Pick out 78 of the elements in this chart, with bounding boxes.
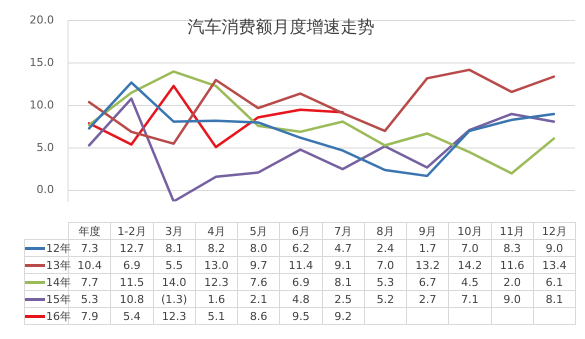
data-label: 5.3 — [364, 274, 406, 290]
data-label: 8.1 — [153, 240, 196, 256]
data-label: 4.8 — [280, 290, 322, 308]
data-label: 7.6 — [238, 274, 280, 290]
data-label: 5.2 — [364, 290, 406, 308]
data-label: 6.2 — [280, 240, 322, 256]
data-label: 13.2 — [406, 256, 449, 274]
data-label: 8.6 — [238, 308, 280, 324]
data-label: 9.2 — [322, 308, 364, 324]
data-label: 5.3 — [80, 292, 98, 306]
data-label: 8.1 — [533, 290, 576, 308]
x-tick-label: 10月 — [448, 222, 491, 240]
data-label: 9.1 — [322, 256, 364, 274]
y-tick-label: 0.0 — [36, 183, 54, 196]
y-tick-label: 20.0 — [30, 13, 54, 26]
data-label: 7.9 — [80, 310, 98, 322]
data-label: 10.4 — [77, 258, 102, 272]
chart-title: 汽车消费额月度增速走势 — [187, 17, 374, 38]
x-tick-label: 年度 — [68, 222, 111, 240]
data-label: 4.5 — [448, 274, 491, 290]
data-label: 2.4 — [364, 240, 406, 256]
x-tick-label: 3月 — [153, 222, 196, 240]
x-tick-label: 8月 — [364, 222, 406, 240]
legend-label: 12年 — [46, 242, 71, 254]
data-label: 7.0 — [364, 256, 406, 274]
data-label: 2.5 — [322, 290, 364, 308]
x-tick-label: 7月 — [322, 222, 364, 240]
x-tick-label: 1-2月 — [110, 222, 153, 240]
data-label: 14.2 — [448, 256, 491, 274]
legend-label: 15年 — [46, 292, 71, 306]
data-label: 12.3 — [195, 274, 238, 290]
data-label: 6.7 — [406, 274, 449, 290]
x-tick-label: 4月 — [195, 222, 238, 240]
data-label: 1.6 — [195, 290, 238, 308]
data-label: 11.6 — [491, 256, 534, 274]
data-label: 6.1 — [533, 274, 576, 290]
data-label: 8.1 — [322, 274, 364, 290]
data-label: 6.9 — [280, 274, 322, 290]
data-label: 1.7 — [406, 240, 449, 256]
data-label: 5.1 — [195, 308, 238, 324]
x-tick-label: 9月 — [406, 222, 449, 240]
data-label: 9.7 — [238, 256, 280, 274]
x-tick-label: 5月 — [238, 222, 280, 240]
x-tick-label: 6月 — [280, 222, 322, 240]
data-label: 9.0 — [533, 240, 576, 256]
data-label: 12.3 — [153, 308, 196, 324]
y-tick-label: 5.0 — [36, 140, 54, 154]
y-tick-label: 10.0 — [30, 98, 54, 112]
data-label: 10.8 — [110, 290, 153, 308]
data-label: 2.0 — [491, 274, 534, 290]
data-label: 5.5 — [153, 256, 196, 274]
data-label: 11.5 — [110, 274, 153, 290]
data-label: 8.0 — [238, 240, 280, 256]
data-label: 14.0 — [153, 274, 196, 290]
legend-label: 14年 — [46, 276, 71, 288]
data-label: 7.7 — [80, 276, 98, 288]
data-label: (1.3) — [153, 290, 196, 308]
data-label: 13.4 — [533, 256, 576, 274]
data-label: 7.0 — [448, 240, 491, 256]
legend-label: 16年 — [46, 310, 71, 322]
data-label: 2.7 — [406, 290, 449, 308]
data-label: 8.3 — [491, 240, 534, 256]
y-tick-label: 15.0 — [30, 56, 54, 69]
data-label: 9.5 — [280, 308, 322, 324]
x-tick-label: 11月 — [491, 222, 534, 240]
legend-label: 13年 — [46, 258, 71, 272]
data-label: 2.1 — [238, 290, 280, 308]
data-label: 7.1 — [448, 290, 491, 308]
x-tick-label: 12月 — [533, 222, 576, 240]
data-label: 4.7 — [322, 240, 364, 256]
data-label: 12.7 — [110, 240, 153, 256]
data-label: 7.3 — [80, 242, 98, 254]
data-label: 9.0 — [491, 290, 534, 308]
data-label: 8.2 — [195, 240, 238, 256]
data-label: 11.4 — [280, 256, 322, 274]
data-label: 5.4 — [110, 308, 153, 324]
data-label: 6.9 — [110, 256, 153, 274]
data-label: 13.0 — [195, 256, 238, 274]
